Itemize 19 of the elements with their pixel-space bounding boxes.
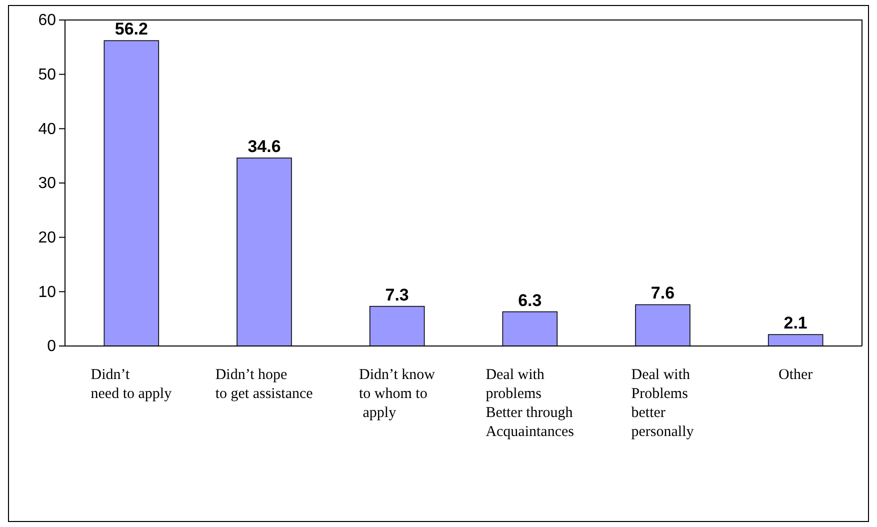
x-tick-label: Didn’t know to whom to apply — [359, 367, 436, 421]
y-tick-label: 50 — [38, 66, 56, 84]
y-tick-label: 60 — [38, 12, 56, 30]
data-label: 7.6 — [650, 284, 675, 303]
y-tick-label: 30 — [38, 175, 56, 192]
x-tick-label: Other — [778, 367, 813, 383]
x-tick-label: Didn’t need to apply — [90, 367, 172, 402]
y-tick-label: 40 — [38, 120, 56, 138]
y-tick-label: 0 — [47, 338, 56, 356]
x-tick-label: Didn’t hope to get assistance — [215, 367, 314, 402]
data-label: 56.2 — [114, 20, 148, 39]
data-label: 6.3 — [518, 290, 542, 310]
x-tick-label: Deal with problems Better through Acquaintances — [486, 367, 574, 440]
x-tick-label: Deal with Problems better personally — [631, 367, 694, 440]
data-label: 34.6 — [248, 137, 281, 156]
y-tick-label: 20 — [38, 229, 56, 246]
data-label: 2.1 — [784, 314, 808, 333]
data-label: 7.3 — [385, 285, 409, 304]
y-tick-label: 10 — [38, 284, 56, 301]
